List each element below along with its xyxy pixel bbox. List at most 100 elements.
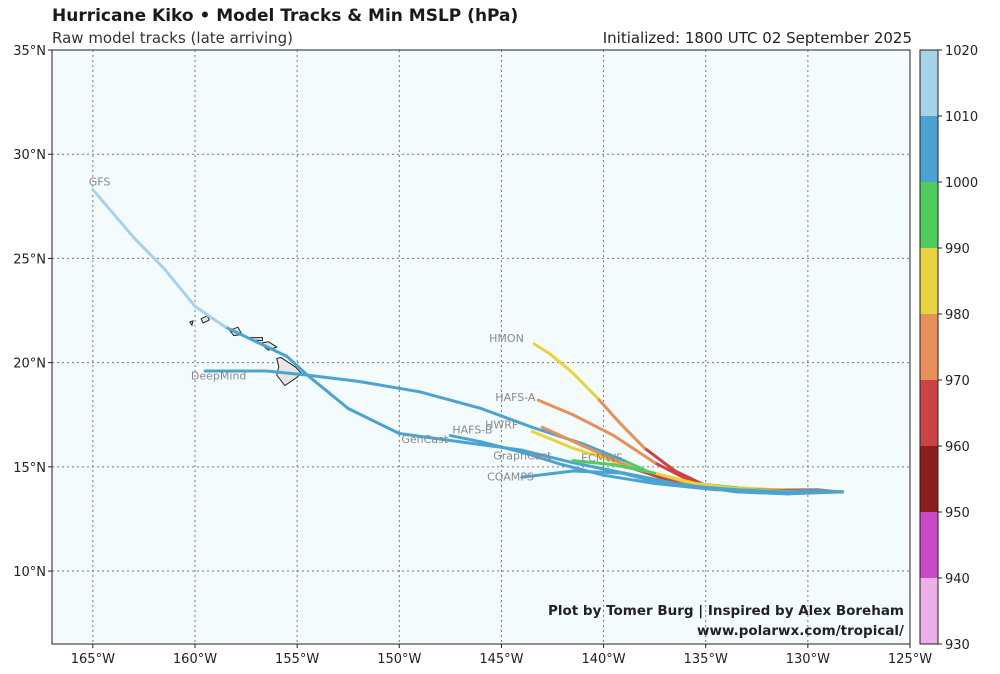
track-segment [346, 406, 401, 435]
track-segment [448, 434, 483, 444]
track-segment [734, 490, 789, 496]
x-tick-label: 130°W [786, 652, 830, 667]
y-tick-label: 35°N [13, 44, 46, 59]
track-segment [254, 340, 289, 358]
track-segment [595, 396, 622, 425]
x-tick-label: 165°W [71, 652, 115, 667]
track-segment [530, 429, 575, 450]
track-segment [618, 421, 646, 450]
colorbar-bin [920, 182, 938, 248]
track-segment [571, 371, 599, 400]
track-segment [162, 267, 197, 308]
track-segment [673, 482, 738, 494]
track-segment [520, 450, 565, 467]
track-segment [653, 461, 697, 486]
y-tick-label: 25°N [13, 252, 46, 267]
track-segment [785, 490, 845, 496]
model-label-gfs: GFS [89, 175, 111, 188]
colorbar-tick-label: 950 [945, 506, 970, 521]
track-segment [571, 459, 616, 467]
colorbar-bin [920, 314, 938, 380]
track-segment [536, 398, 575, 417]
init-time: Initialized: 1800 UTC 02 September 2025 [602, 29, 912, 47]
track-segment [397, 431, 463, 444]
track-segment [581, 444, 636, 471]
x-tick-label: 150°W [377, 652, 421, 667]
track-segment [581, 442, 626, 463]
colorbar-bin [920, 512, 938, 578]
track-segment [602, 473, 657, 486]
colorbar-bin [920, 116, 938, 182]
colorbar-tick-label: 1000 [945, 176, 978, 191]
track-segment [548, 352, 575, 375]
y-tick-label: 15°N [13, 461, 46, 476]
track-segment [612, 434, 657, 465]
plot-area [52, 50, 910, 644]
y-tick-label: 30°N [13, 148, 46, 163]
y-axis-ticks: 10°N 15°N 20°N 25°N 30°N 35°N [13, 44, 52, 580]
track-segment [418, 390, 483, 410]
track-segment [193, 304, 228, 329]
track-segment [132, 236, 166, 271]
track-segment [356, 379, 422, 394]
model-label-hwrf: HWRF [485, 418, 518, 431]
colorbar-bin [920, 248, 938, 314]
model-label-ecmwf: ECMWF [581, 452, 622, 465]
island-outline [200, 315, 210, 324]
model-label-hmon: HMON [489, 332, 524, 345]
track-segment [305, 373, 360, 383]
track-segment [571, 413, 616, 438]
track-segment [653, 471, 697, 486]
track-segment [91, 188, 136, 240]
map-subtitle: Raw model tracks (late arriving) [52, 29, 293, 47]
model-label-hafs-b: HAFS-B [452, 423, 492, 436]
track-segment [612, 463, 657, 475]
colorbar-tick-label: 980 [945, 308, 970, 323]
island-outline [189, 320, 194, 327]
model-tracks [91, 188, 845, 496]
model-label-deepmind: DeepMind [191, 369, 247, 382]
y-tick-label: 20°N [13, 357, 46, 372]
x-tick-label: 135°W [684, 652, 728, 667]
track-segment [622, 471, 677, 486]
track-segment [540, 425, 585, 448]
credit-line-2: www.polarwx.com/tropical/ [697, 623, 904, 639]
track-segment [734, 488, 789, 494]
colorbar-tick-label: 940 [945, 572, 970, 587]
colorbar-bin [920, 50, 938, 116]
map-title: Hurricane Kiko • Model Tracks & Min MSLP… [52, 6, 519, 26]
y-tick-label: 10°N [13, 565, 46, 580]
x-tick-label: 140°W [581, 652, 625, 667]
x-tick-label: 125°W [888, 652, 932, 667]
model-label-graphcast: GraphCast [493, 450, 552, 463]
model-label-coamps: COAMPS [487, 470, 534, 483]
x-tick-label: 155°W [275, 652, 319, 667]
hawaii-islands [189, 315, 302, 387]
x-axis-ticks: 165°W 160°W 155°W 150°W 145°W 140°W 135°W 130°W… [71, 644, 932, 667]
colorbar-tick-label: 1020 [945, 44, 978, 59]
colorbar-tick-label: 970 [945, 374, 970, 389]
track-segment [642, 446, 677, 473]
track-segment [520, 469, 575, 479]
gridlines [52, 50, 910, 644]
track-segment [479, 406, 534, 429]
model-label-hafs-a: HAFS-A [495, 391, 536, 404]
credit-line-1: Plot by Tomer Burg | Inspired by Alex Bo… [548, 603, 904, 619]
island-outline [276, 356, 302, 387]
colorbar-tick-label: 930 [945, 638, 970, 653]
track-segment [571, 469, 626, 475]
model-label-gencast: GenCast [401, 433, 448, 446]
x-tick-label: 145°W [479, 652, 523, 667]
track-segment [479, 440, 524, 454]
colorbar-frame [919, 49, 939, 645]
colorbar-tick-label: 960 [945, 440, 970, 455]
track-segment [265, 369, 309, 377]
track-segment [305, 373, 350, 410]
track-segment [285, 354, 309, 377]
colorbar-bin [920, 380, 938, 446]
colorbar-bin [920, 578, 938, 644]
x-tick-label: 160°W [173, 652, 217, 667]
colorbar-tick-label: 990 [945, 242, 970, 257]
